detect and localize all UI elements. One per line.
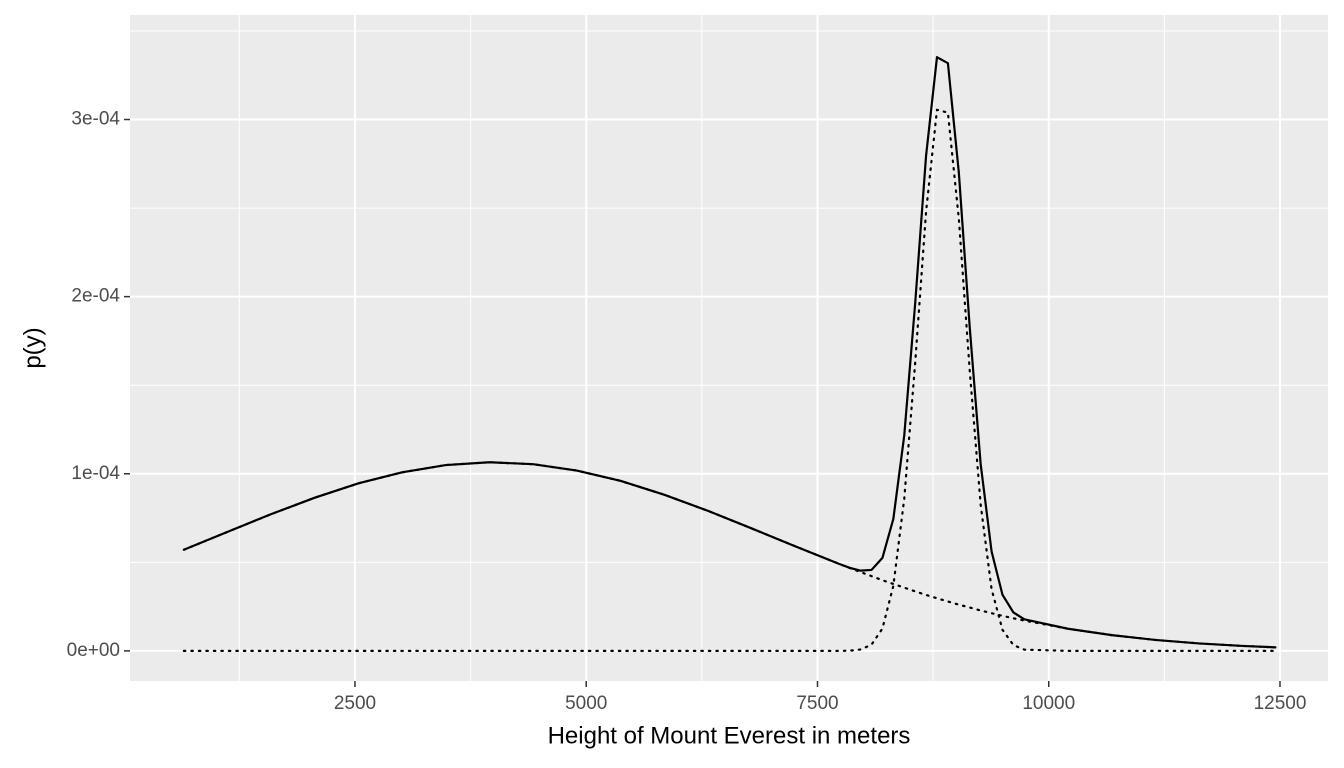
- density-line: [182, 108, 1277, 652]
- x-tick-label: 5000: [565, 693, 607, 714]
- y-tick-label: 2e-04: [71, 286, 120, 307]
- plot-panel: [130, 15, 1328, 681]
- x-tick-label: 12500: [1254, 693, 1307, 714]
- x-tick-label: 10000: [1022, 693, 1075, 714]
- x-tick-label: 7500: [796, 693, 838, 714]
- density-line: [182, 461, 1277, 649]
- y-tick-label: 0e+00: [67, 640, 120, 661]
- y-tick-label: 1e-04: [71, 463, 120, 484]
- y-axis-title: p(y): [19, 327, 46, 368]
- x-tick-label: 2500: [334, 693, 376, 714]
- density-line: [183, 56, 1276, 649]
- x-axis-title: Height of Mount Everest in meters: [548, 722, 911, 749]
- y-tick-label: 3e-04: [71, 109, 120, 130]
